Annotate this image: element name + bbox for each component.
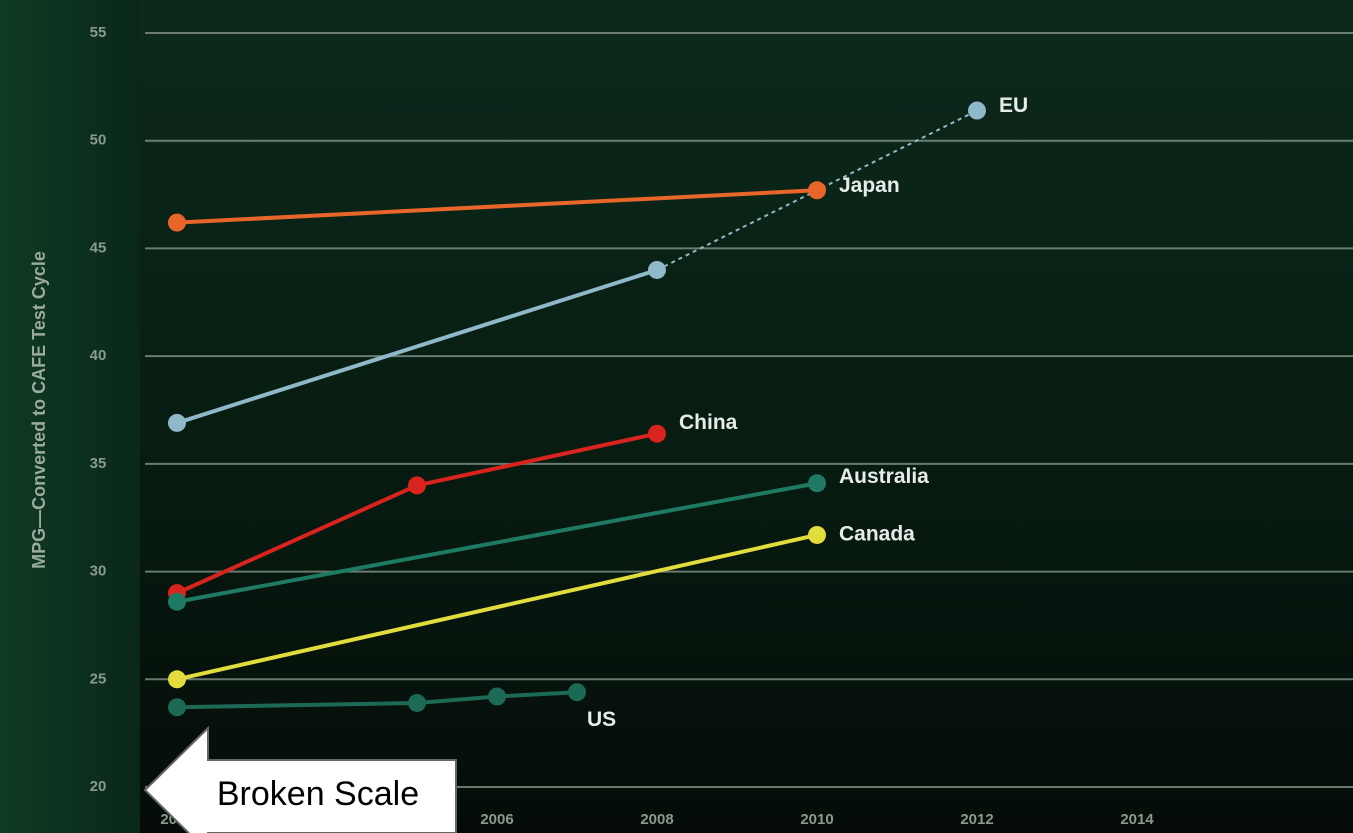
data-point: [648, 424, 666, 443]
series-line: [176, 268, 658, 425]
y-tick-label: 25: [90, 670, 107, 687]
series-label: China: [679, 411, 738, 434]
data-point: [808, 181, 826, 200]
series-line: [176, 188, 818, 225]
x-tick-label: 2006: [480, 811, 513, 828]
series-line: [176, 532, 818, 682]
series-label: Canada: [839, 522, 915, 545]
annotation-text: Broken Scale: [217, 775, 419, 813]
plot: EU Japan China Australia Canada US: [168, 94, 1028, 731]
data-point: [808, 525, 826, 544]
y-axis-label: MPG—Converted to CAFE Test Cycle: [29, 251, 49, 569]
series-label: EU: [999, 94, 1028, 117]
series-label: Japan: [839, 174, 900, 197]
data-point: [648, 260, 666, 279]
data-point: [808, 474, 826, 493]
x-tick-label: 2014: [1120, 811, 1154, 828]
y-tick-label: 35: [90, 455, 107, 472]
y-tick-label: 20: [90, 778, 107, 795]
data-point: [168, 698, 186, 717]
data-point: [168, 592, 186, 611]
data-point: [488, 687, 506, 706]
data-point: [168, 670, 186, 689]
data-point: [168, 213, 186, 232]
y-tick-label: 55: [90, 24, 107, 41]
y-tick-label: 50: [90, 132, 107, 149]
series-line: [176, 481, 818, 604]
data-point: [408, 693, 426, 712]
y-tick-label: 30: [90, 563, 107, 580]
y-tick-label: 45: [90, 239, 107, 256]
data-point: [168, 413, 186, 432]
data-point: [408, 476, 426, 495]
data-point: [968, 101, 986, 120]
series-label: Australia: [839, 465, 929, 488]
y-tick-label: 40: [90, 347, 107, 364]
x-tick-label: 2010: [800, 811, 833, 828]
x-tick-label: 2008: [640, 811, 673, 828]
axis-panel: [0, 0, 140, 833]
series-line: [176, 690, 578, 710]
annotation-arrow: [143, 725, 457, 833]
data-point: [568, 683, 586, 702]
annotation: Broken Scale: [143, 725, 457, 833]
x-tick-label: 2012: [960, 811, 993, 828]
series-label: US: [587, 708, 616, 731]
